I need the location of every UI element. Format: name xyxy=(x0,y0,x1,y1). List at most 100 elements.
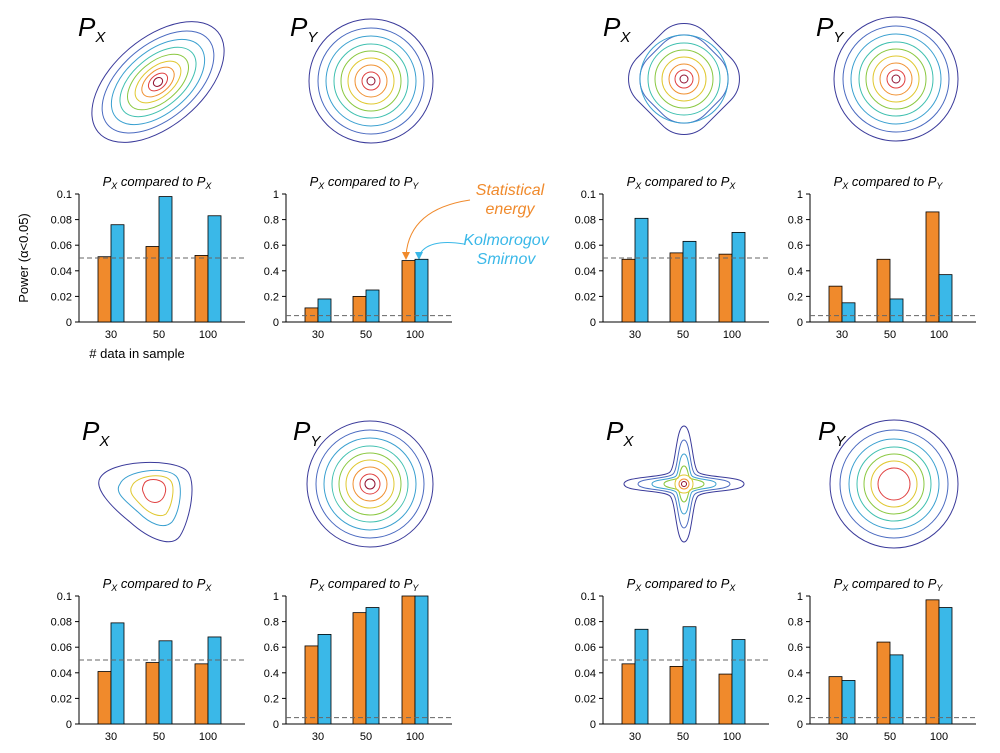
y-tick-label: 0 xyxy=(797,317,803,329)
contour-py-tl xyxy=(308,18,434,144)
x-tick-label: 50 xyxy=(153,329,165,341)
x-tick-label: 50 xyxy=(677,329,689,341)
y-tick-label: 0.4 xyxy=(788,668,803,680)
label-py-br: PY xyxy=(818,416,846,450)
bar-ks-50 xyxy=(365,289,380,323)
y-tick-label: 0.08 xyxy=(51,215,72,227)
bar-energy-100 xyxy=(925,211,940,323)
y-tick-label: 0.02 xyxy=(51,693,72,705)
legend-energy-line1: Statistical xyxy=(476,182,545,199)
bar-energy-100 xyxy=(718,673,733,725)
panel-title: PX compared to PY xyxy=(310,174,420,191)
y-tick-label: 0 xyxy=(66,719,72,731)
x-tick-label: 100 xyxy=(199,329,217,341)
x-tick-label: 50 xyxy=(884,329,896,341)
panel-title: PX compared to PX xyxy=(627,174,737,191)
x-tick-label: 30 xyxy=(105,329,117,341)
bar-panel-5: PX compared to PX 0 0.02 0.04 0.06 0.08 0.1 30 5… xyxy=(51,576,245,743)
y-tick-label: 0.02 xyxy=(51,291,72,303)
bar-energy-100 xyxy=(925,599,940,725)
bar-ks-100 xyxy=(731,231,746,323)
label-px-tl: PX xyxy=(78,12,106,46)
y-tick-label: 0.6 xyxy=(264,240,279,252)
bar-ks-100 xyxy=(414,258,429,323)
x-tick-label: 100 xyxy=(930,731,948,743)
y-tick-label: 0.06 xyxy=(575,240,596,252)
bar-energy-50 xyxy=(352,295,367,323)
x-tick-label: 100 xyxy=(199,731,217,743)
contour-plots xyxy=(91,16,959,549)
y-tick-label: 0.8 xyxy=(264,617,279,629)
x-tick-label: 50 xyxy=(360,329,372,341)
y-tick-label: 0 xyxy=(273,719,279,731)
x-tick-label: 100 xyxy=(406,731,424,743)
bar-energy-30 xyxy=(621,663,636,725)
bar-panel-7: PX compared to PX 0 0.02 0.04 0.06 0.08 0.1 30 5… xyxy=(575,576,769,743)
x-tick-label: 50 xyxy=(153,731,165,743)
bar-energy-50 xyxy=(145,662,160,725)
bar-ks-30 xyxy=(317,298,332,323)
label-px-br: PX xyxy=(606,416,634,450)
contour-py-bl xyxy=(306,420,434,548)
bar-ks-50 xyxy=(158,640,173,725)
y-tick-label: 1 xyxy=(273,591,279,603)
y-tick-label: 0.8 xyxy=(788,215,803,227)
legend-ks-arrowhead xyxy=(415,252,423,260)
bar-energy-50 xyxy=(669,666,684,725)
legend-ks-arrow xyxy=(418,242,465,257)
panel-title: PX compared to PX xyxy=(627,576,737,593)
y-tick-label: 1 xyxy=(273,189,279,201)
bar-ks-30 xyxy=(841,302,856,323)
x-tick-label: 100 xyxy=(930,329,948,341)
bar-energy-100 xyxy=(194,255,209,323)
y-tick-label: 0.8 xyxy=(264,215,279,227)
legend-energy-arrow xyxy=(405,199,471,257)
legend-energy-arrowhead xyxy=(402,252,410,260)
y-tick-label: 0 xyxy=(590,719,596,731)
x-tick-label: 30 xyxy=(629,731,641,743)
y-tick-label: 0.08 xyxy=(575,617,596,629)
label-px-tr: PX xyxy=(603,12,631,46)
bar-energy-100 xyxy=(194,663,209,725)
bar-energy-100 xyxy=(401,260,416,323)
panel-title: PX compared to PX xyxy=(103,174,213,191)
bar-ks-100 xyxy=(938,274,953,323)
bar-energy-100 xyxy=(401,595,416,725)
y-tick-label: 0 xyxy=(273,317,279,329)
x-tick-label: 100 xyxy=(406,329,424,341)
y-tick-label: 0.1 xyxy=(57,591,72,603)
bar-ks-50 xyxy=(889,298,904,323)
x-tick-label: 30 xyxy=(312,731,324,743)
bar-ks-50 xyxy=(158,196,173,323)
bar-ks-50 xyxy=(889,654,904,725)
contour-px-br xyxy=(623,425,745,543)
y-tick-label: 1 xyxy=(797,189,803,201)
legend-ks-line2: Smirnov xyxy=(477,251,537,268)
y-tick-label: 0.04 xyxy=(51,266,72,278)
y-tick-label: 0.2 xyxy=(788,693,803,705)
y-axis-label: Power (α<0.05) xyxy=(16,213,31,303)
x-axis-label: # data in sample xyxy=(89,346,184,361)
y-tick-label: 0.06 xyxy=(51,240,72,252)
contour-py-br xyxy=(829,419,959,549)
bar-energy-50 xyxy=(876,641,891,725)
y-tick-label: 0.2 xyxy=(264,693,279,705)
distribution-labels: PX PY PX PY PX PY PX PY xyxy=(78,12,846,450)
bar-ks-30 xyxy=(634,217,649,323)
bar-energy-100 xyxy=(718,253,733,323)
y-tick-label: 0 xyxy=(590,317,596,329)
y-tick-label: 0.04 xyxy=(575,668,596,680)
y-tick-label: 0.08 xyxy=(51,617,72,629)
bar-energy-50 xyxy=(352,612,367,725)
x-tick-label: 100 xyxy=(723,731,741,743)
bar-ks-50 xyxy=(682,240,697,323)
y-tick-label: 1 xyxy=(797,591,803,603)
bar-chart-panels: PX compared to PX 0 0.02 0.04 0.06 0.08 0.1 30 5… xyxy=(51,174,976,743)
x-tick-label: 50 xyxy=(677,731,689,743)
x-tick-label: 30 xyxy=(312,329,324,341)
bar-ks-50 xyxy=(365,607,380,725)
bar-energy-30 xyxy=(97,256,112,323)
bar-panel-1: PX compared to PX 0 0.02 0.04 0.06 0.08 0.1 30 5… xyxy=(51,174,245,341)
x-tick-label: 30 xyxy=(105,731,117,743)
